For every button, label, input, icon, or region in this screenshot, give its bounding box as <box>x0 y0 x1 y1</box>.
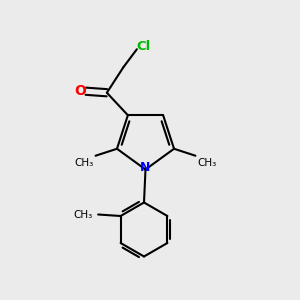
Text: CH₃: CH₃ <box>198 158 217 168</box>
Text: N: N <box>140 161 151 175</box>
Text: O: O <box>74 84 86 98</box>
Text: CH₃: CH₃ <box>74 209 93 220</box>
Text: CH₃: CH₃ <box>74 158 93 168</box>
Text: Cl: Cl <box>136 40 151 53</box>
